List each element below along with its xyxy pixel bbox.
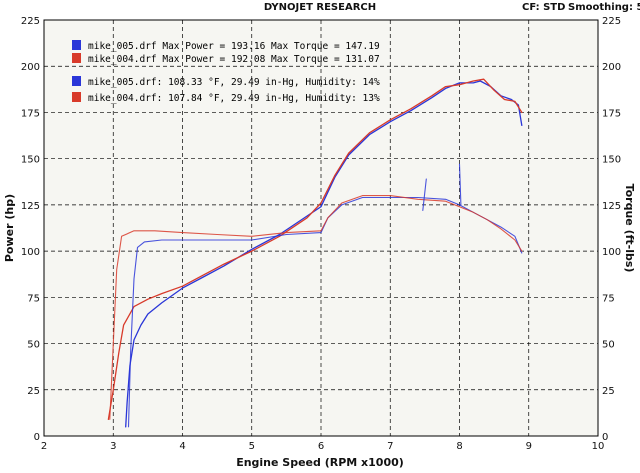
y-tick-label-left: 175 [21,108,40,119]
y-tick-label-right: 175 [602,108,621,119]
legend-weather-run-004: mike_004.drf: 107.84 °F, 29.49 in-Hg, Hu… [88,93,380,104]
x-tick-label: 3 [110,441,116,452]
legend-line-run-004: mike_004.drf Max Power = 192.08 Max Torq… [88,54,380,65]
x-tick-label: 5 [249,441,255,452]
y-tick-label-left: 100 [21,247,40,258]
y-tick-label-left: 0 [34,432,40,443]
series-line-mike-005-drf-spike [458,163,462,206]
series-line-mike-005-drf-spike [422,178,427,211]
chart-title: DYNOJET RESEARCH [264,2,376,13]
y-tick-label-left: 75 [27,293,40,304]
x-tick-label: 10 [592,441,605,452]
y-tick-label-right: 0 [602,432,608,443]
x-tick-label: 8 [456,441,462,452]
y-tick-labels-right: 0 25 50 75 100 125 150 175 200 225 [602,16,621,443]
x-axis-title: Engine Speed (RPM x1000) [236,456,404,469]
y-tick-label-right: 200 [602,62,621,73]
y-axis-title-right: Torque (ft-lbs) [623,184,636,273]
legend: mike_005.drf Max Power = 193.16 Max Torq… [72,40,380,104]
y-tick-label-left: 225 [21,16,40,27]
y-tick-label-left: 200 [21,62,40,73]
legend-swatch-run-005 [72,40,81,50]
x-tick-labels: 2 3 4 5 6 7 8 9 10 [41,441,605,452]
series-line-mike-005-drf-power [125,80,523,428]
legend-swatch-run-004 [72,53,81,63]
series-line-mike-004-drf-power [107,78,523,421]
legend-weather-run-005: mike_005.drf: 108.33 °F, 29.49 in-Hg, Hu… [88,77,380,88]
y-tick-label-right: 100 [602,247,621,258]
grid [44,20,598,436]
legend-line-run-005: mike_005.drf Max Power = 193.16 Max Torq… [88,41,380,52]
series-lines [107,78,523,428]
y-tick-label-left: 125 [21,201,40,212]
y-tick-label-right: 50 [602,340,615,351]
cf-label: CF: STD [522,2,565,13]
y-tick-label-right: 25 [602,386,615,397]
x-tick-label: 9 [526,441,532,452]
legend-swatch-weather-005 [72,76,81,86]
series-line-mike-004-drf-torque [109,195,523,420]
y-tick-label-left: 50 [27,340,40,351]
smoothing-label: Smoothing: 5 [568,2,640,13]
x-tick-label: 6 [318,441,324,452]
y-tick-label-right: 225 [602,16,621,27]
y-tick-label-left: 25 [27,386,40,397]
x-tick-label: 4 [179,441,185,452]
y-axis-title-left: Power (hp) [3,194,16,262]
y-tick-label-right: 150 [602,155,621,166]
y-tick-label-right: 125 [602,201,621,212]
y-tick-label-right: 75 [602,293,615,304]
legend-swatch-weather-004 [72,92,81,102]
y-tick-labels-left: 0 25 50 75 100 125 150 175 200 225 [21,16,40,443]
y-tick-label-left: 150 [21,155,40,166]
x-tick-label: 7 [387,441,393,452]
x-tick-label: 2 [41,441,47,452]
